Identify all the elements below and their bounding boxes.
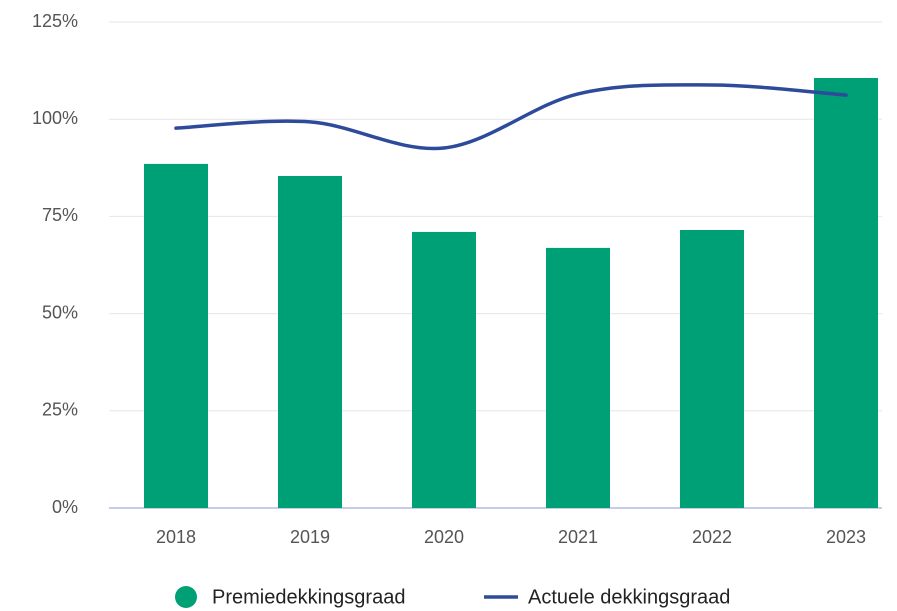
- bar: [814, 77, 878, 509]
- legend-label: Actuele dekkingsgraad: [528, 586, 730, 608]
- x-tick-label: 2022: [692, 527, 732, 547]
- x-tick-label: 2020: [424, 527, 464, 547]
- y-tick-label: 125%: [32, 11, 78, 31]
- bar: [278, 175, 342, 509]
- legend-swatch: [175, 586, 197, 608]
- y-tick-label: 50%: [42, 302, 78, 322]
- y-tick-label: 0%: [52, 497, 78, 517]
- x-tick-label: 2021: [558, 527, 598, 547]
- bar: [144, 163, 208, 509]
- line: [174, 83, 848, 151]
- legend-label: Premiedekkingsgraad: [212, 586, 405, 608]
- x-tick-label: 2023: [826, 527, 866, 547]
- y-tick-label: 100%: [32, 108, 78, 128]
- y-tick-label: 25%: [42, 400, 78, 420]
- bar: [546, 247, 610, 508]
- x-tick-label: 2019: [290, 527, 330, 547]
- bar: [680, 230, 744, 508]
- y-tick-label: 75%: [42, 205, 78, 225]
- bar: [412, 231, 476, 508]
- x-tick-label: 2018: [156, 527, 196, 547]
